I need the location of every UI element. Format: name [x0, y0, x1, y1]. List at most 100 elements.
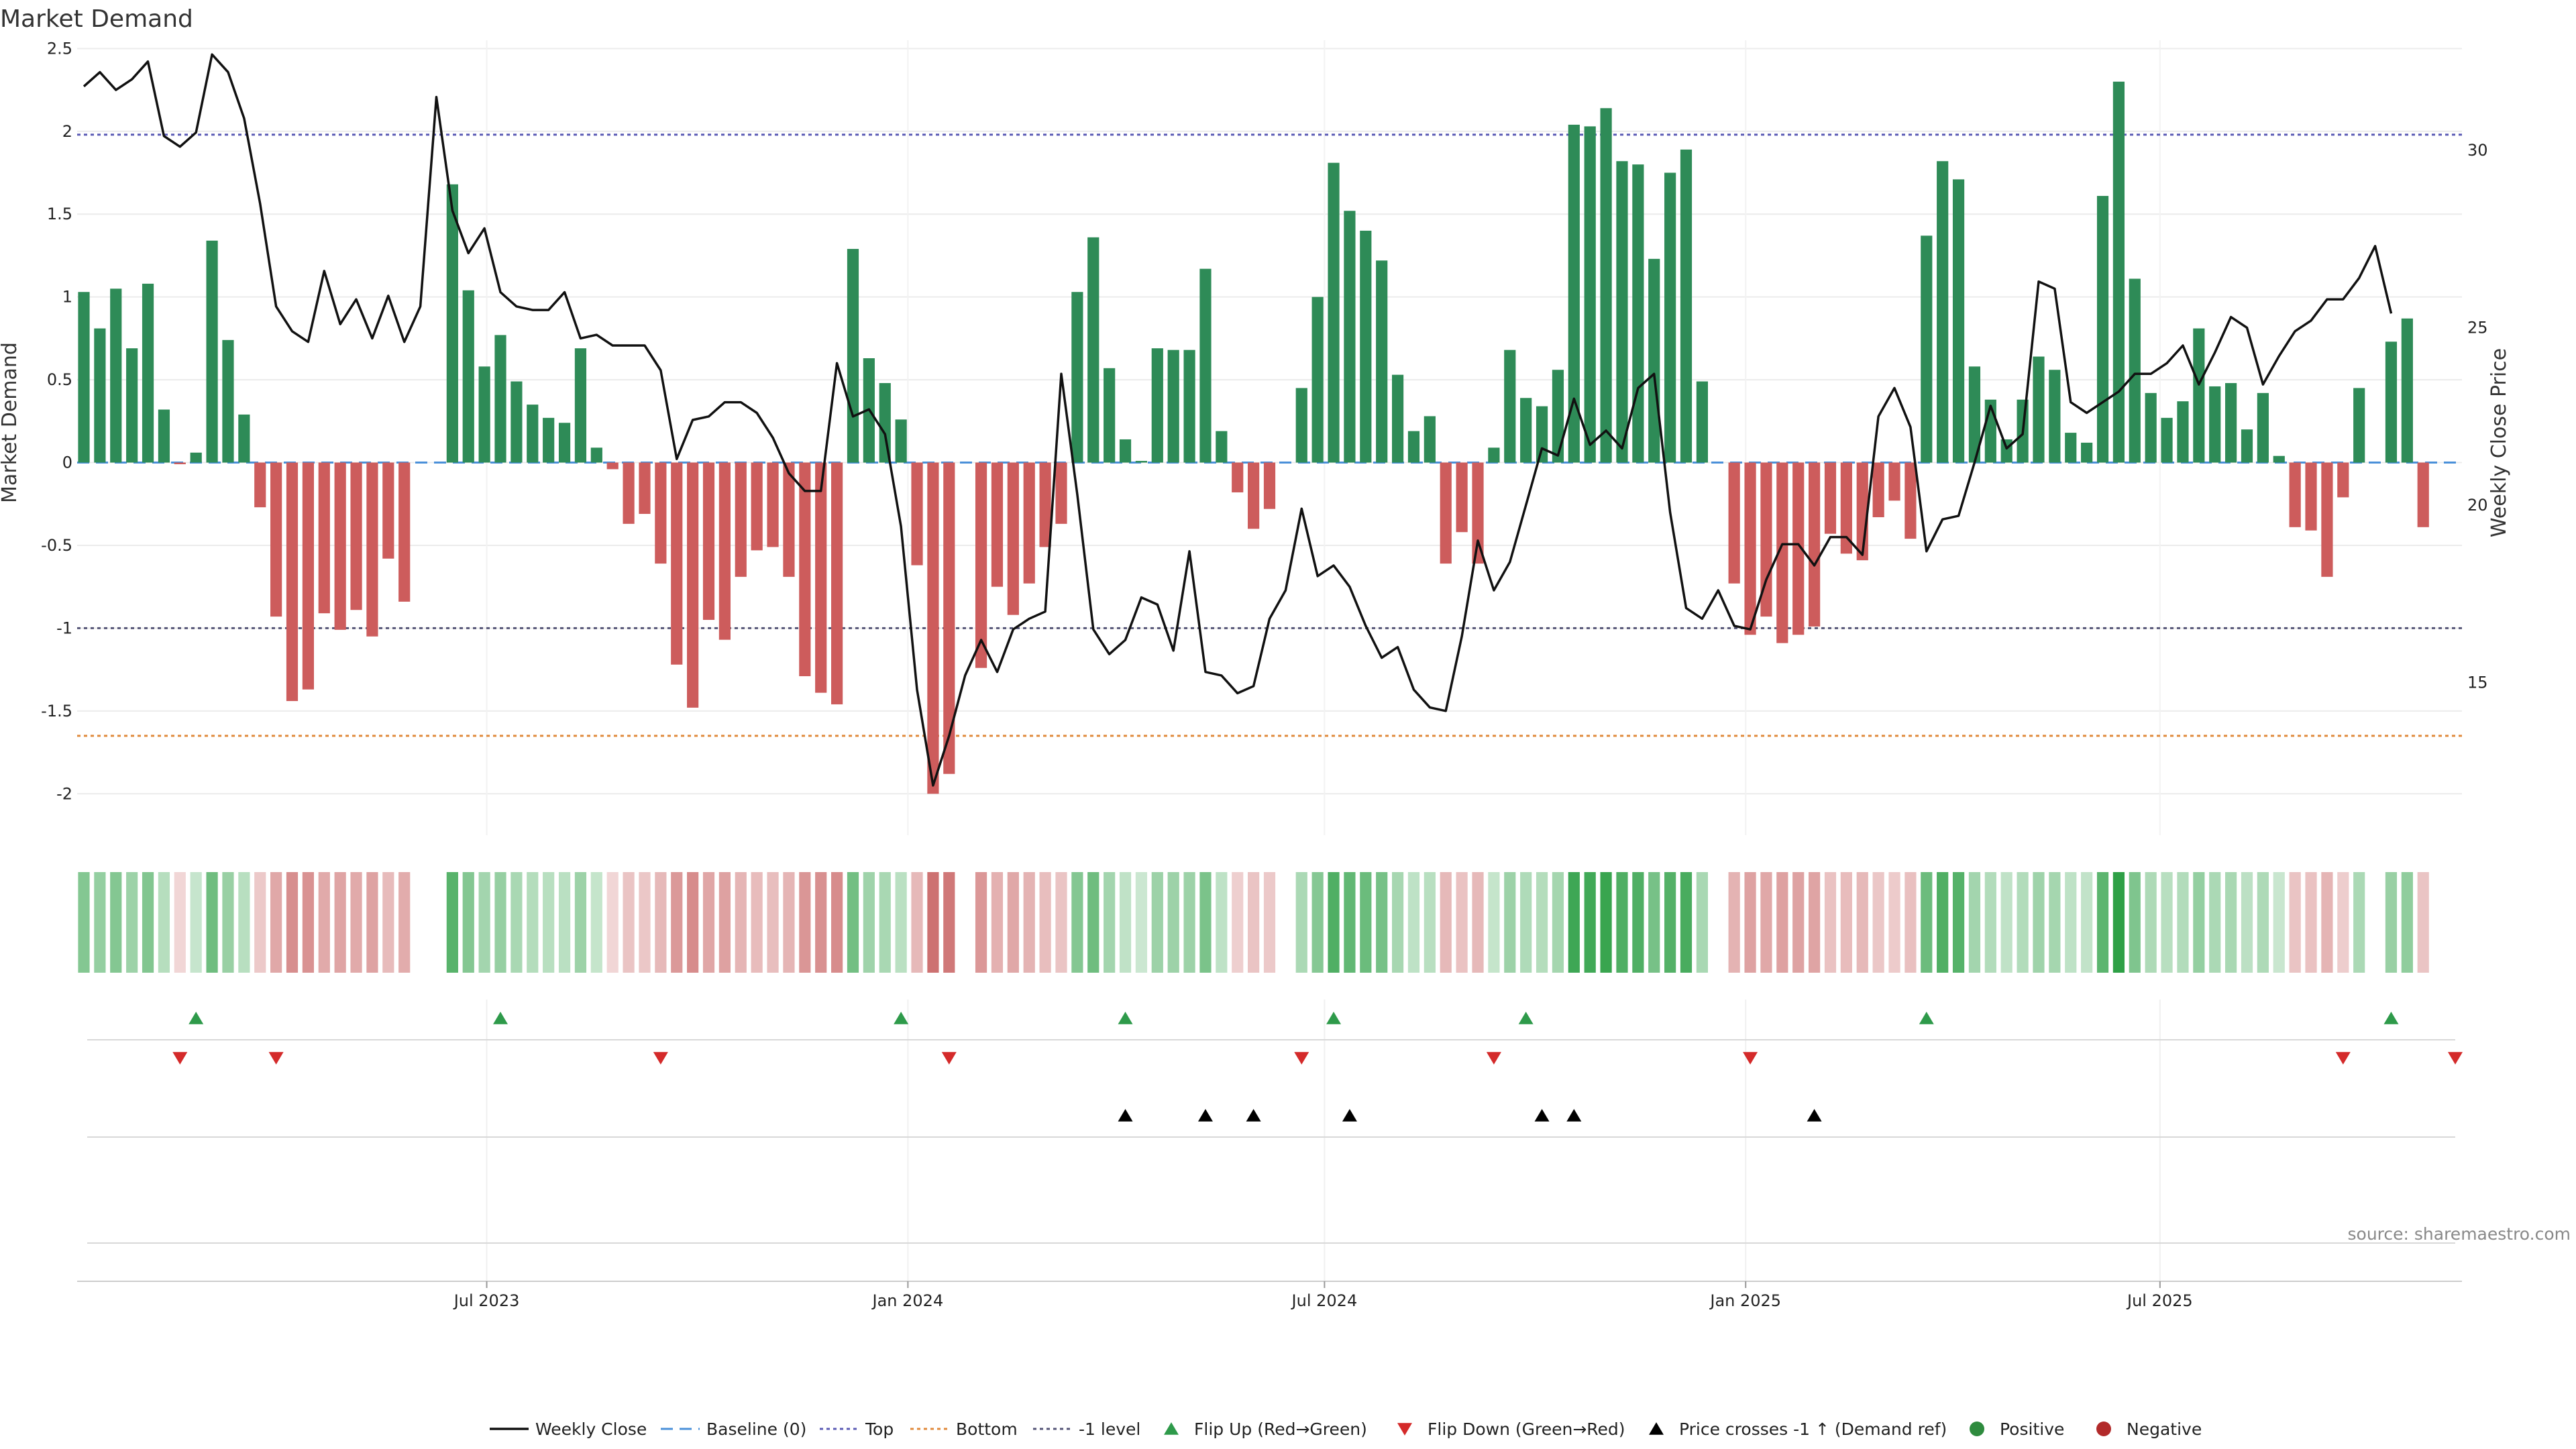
y-tick-label: -1.5	[41, 702, 72, 720]
heat-cell	[286, 872, 299, 973]
heat-cell	[2193, 872, 2205, 973]
flip-up-marker	[1919, 1012, 1934, 1024]
flip-up-marker	[2383, 1012, 2399, 1024]
demand-bar	[174, 462, 186, 464]
heat-cell	[1151, 872, 1163, 973]
price-line	[83, 53, 2393, 787]
source-note: source: sharemaestro.com	[2348, 1224, 2571, 1244]
demand-bar	[1119, 439, 1132, 463]
heat-cell	[1071, 872, 1083, 973]
demand-bar	[1328, 162, 1340, 463]
heat-cell	[1632, 872, 1644, 973]
heat-cell	[238, 872, 250, 973]
demand-bar	[1600, 108, 1612, 463]
demand-bar	[222, 339, 234, 463]
heat-cell	[1760, 872, 1772, 973]
heat-cell	[590, 872, 602, 973]
heat-cell	[1376, 872, 1388, 973]
legend-label: Weekly Close	[535, 1419, 647, 1439]
heat-cell	[767, 872, 779, 973]
heat-cell	[2353, 872, 2365, 973]
demand-bar	[2353, 388, 2365, 463]
demand-bar	[2129, 278, 2141, 463]
y-tick-label: 0	[62, 453, 72, 472]
heat-cell	[911, 872, 923, 973]
x-tick-label: Jul 2024	[1291, 1291, 1358, 1310]
heat-cell	[126, 872, 138, 973]
chart-title: Market Demand	[0, 5, 193, 33]
heat-cell	[2369, 872, 2381, 973]
heat-cell	[366, 872, 378, 973]
demand-bar	[751, 462, 763, 551]
demand-bar	[847, 249, 859, 463]
heat-cell	[1407, 872, 1420, 973]
heat-cell	[1472, 872, 1484, 973]
demand-bar	[815, 462, 827, 693]
demand-bar	[2161, 417, 2173, 463]
heat-cell	[1248, 872, 1260, 973]
demand-bar	[190, 452, 202, 463]
heat-cell	[831, 872, 843, 973]
flip-up-marker	[1118, 1012, 1133, 1024]
heat-cell	[2289, 872, 2301, 973]
demand-bar	[446, 184, 458, 463]
heat-cell	[2065, 872, 2077, 973]
heat-cell	[1216, 872, 1228, 973]
demand-bar	[2033, 356, 2045, 463]
demand-bar	[2401, 318, 2413, 463]
demand-bar	[1504, 350, 1516, 463]
demand-bar	[2225, 383, 2237, 463]
axes: 2.5 2 1.5 1 0.5 0 -0.5 -1 -1.5 -2 30 25 20 15 Jul 2023…	[41, 39, 2487, 1310]
demand-bar	[2209, 386, 2221, 463]
price-cross-marker	[1807, 1109, 1822, 1122]
heat-cell	[2225, 872, 2237, 973]
heat-cell	[1840, 872, 1852, 973]
heat-cell	[527, 872, 539, 973]
heat-cell	[895, 872, 907, 973]
demand-bar	[1248, 462, 1260, 529]
demand-bar	[735, 462, 747, 577]
heat-cell	[1904, 872, 1917, 973]
price-cross-marker	[1534, 1109, 1550, 1122]
flip-down-marker	[268, 1052, 284, 1065]
demand-bar	[1536, 406, 1548, 463]
heat-cell	[1488, 872, 1500, 973]
demand-bar	[1888, 462, 1900, 501]
heat-cell	[1648, 872, 1660, 973]
demand-bar	[1680, 149, 1693, 463]
heat-cell	[2000, 872, 2012, 973]
heat-cell	[462, 872, 474, 973]
heat-cell	[2241, 872, 2253, 973]
heat-cell	[1039, 872, 1051, 973]
heat-cell	[1007, 872, 1019, 973]
heat-cell	[1808, 872, 1821, 973]
demand-bar	[590, 447, 602, 463]
demand-bar	[1023, 462, 1035, 584]
demand-bar	[270, 462, 282, 617]
flip-up-marker	[1326, 1012, 1342, 1024]
heat-cell	[1279, 872, 1291, 973]
heat-cell	[1167, 872, 1179, 973]
heat-cell	[1055, 872, 1067, 973]
demand-bar	[398, 462, 411, 602]
demand-bar	[2049, 370, 2061, 463]
demand-bar	[671, 462, 683, 665]
demand-bar	[462, 290, 474, 463]
legend: Weekly Close Baseline (0) Top Bottom -1 leve…	[490, 1419, 2202, 1439]
heat-cell	[847, 872, 859, 973]
heat-cell	[1616, 872, 1628, 973]
demand-bar	[702, 462, 715, 621]
heat-cell	[478, 872, 490, 973]
demand-bar	[238, 414, 250, 463]
demand-bar	[2177, 401, 2189, 463]
heat-cell	[975, 872, 987, 973]
heat-cell	[687, 872, 699, 973]
demand-bar	[2193, 328, 2205, 463]
demand-bar	[78, 292, 90, 463]
demand-bar	[1376, 260, 1388, 463]
price-cross-marker	[1566, 1109, 1582, 1122]
heat-cell	[543, 872, 555, 973]
demand-bar	[639, 462, 651, 515]
y2-tick-label: 20	[2467, 496, 2488, 515]
legend-flip-down-icon	[1397, 1423, 1412, 1436]
